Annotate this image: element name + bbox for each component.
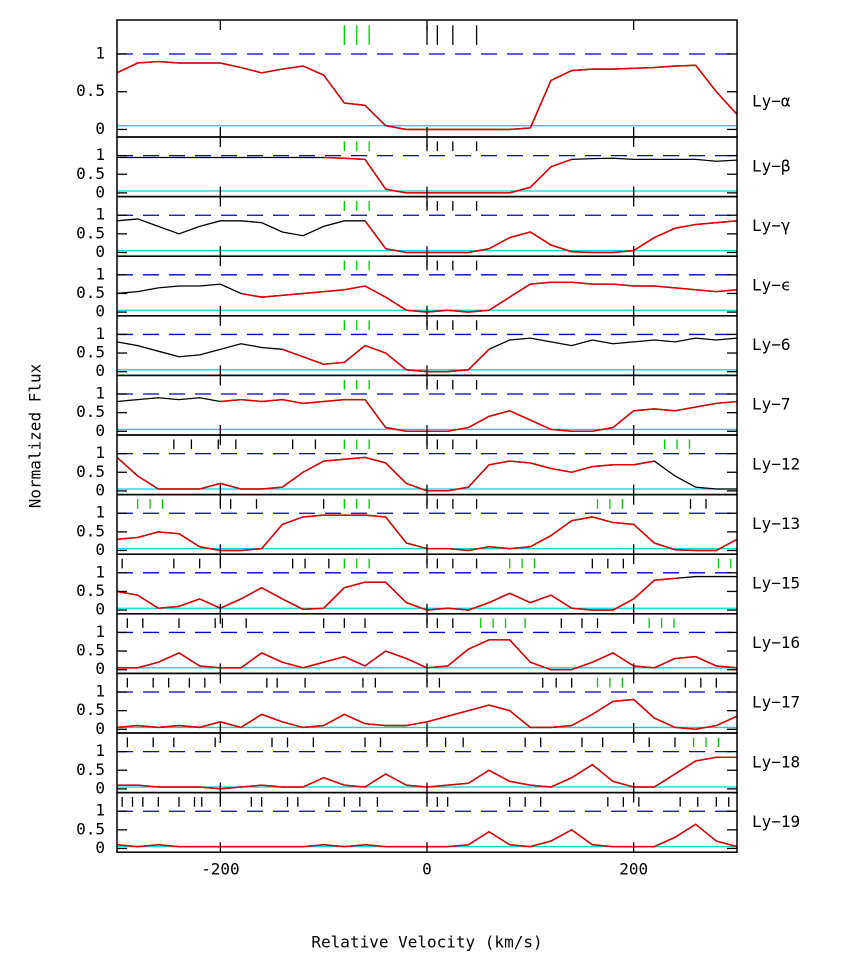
flux-data xyxy=(116,60,738,131)
model-fit xyxy=(364,220,738,254)
y-tick-label: 0 xyxy=(95,119,105,138)
y-tick-label: 1 xyxy=(95,443,105,462)
y-tick-label: 1 xyxy=(95,741,105,760)
y-tick-label: 1 xyxy=(95,801,105,820)
panel-label: Ly−13 xyxy=(752,514,800,533)
y-tick-label: 0 xyxy=(95,838,105,857)
model-fit xyxy=(240,281,738,313)
y-tick-label: 1 xyxy=(95,503,105,522)
y-tick-label: 0.5 xyxy=(76,641,105,660)
panel-label: Ly−α xyxy=(752,92,791,111)
y-tick-label: 1 xyxy=(95,682,105,701)
y-tick-label: 0.5 xyxy=(76,81,105,100)
model-fit xyxy=(116,577,676,611)
x-tick-label: 200 xyxy=(619,860,648,879)
model-fit xyxy=(323,156,572,194)
y-tick-label: 0.5 xyxy=(76,819,105,838)
y-tick-label: 0.5 xyxy=(76,223,105,242)
panel-label: Ly−18 xyxy=(752,752,800,771)
panel-label: Ly−19 xyxy=(752,812,800,831)
y-tick-label: 0.5 xyxy=(76,164,105,183)
model-fit xyxy=(116,456,655,492)
y-tick-label: 1 xyxy=(95,324,105,343)
y-tick-label: 0.5 xyxy=(76,283,105,302)
y-tick-label: 0 xyxy=(95,778,105,797)
y-tick-label: 1 xyxy=(95,264,105,283)
y-axis-label: Normalized Flux xyxy=(26,363,45,508)
y-tick-label: 0.5 xyxy=(76,343,105,362)
x-axis-label: Relative Velocity (km/s) xyxy=(311,933,542,952)
model-fit xyxy=(116,60,738,131)
panel-label: Ly−β xyxy=(752,156,791,175)
model-fit xyxy=(282,344,490,373)
panel-label: Ly−6 xyxy=(752,335,791,354)
y-tick-label: 0.5 xyxy=(76,581,105,600)
model-fit xyxy=(116,698,738,731)
y-tick-label: 0 xyxy=(95,719,105,738)
x-tick-label: 0 xyxy=(422,860,432,879)
y-tick-label: 1 xyxy=(95,205,105,224)
panel-label: Ly−17 xyxy=(752,693,800,712)
y-tick-label: 1 xyxy=(95,145,105,164)
panel-label: Ly−γ xyxy=(752,216,791,235)
y-tick-label: 0 xyxy=(95,659,105,678)
y-tick-label: 1 xyxy=(95,562,105,581)
y-tick-label: 1 xyxy=(95,622,105,641)
y-tick-label: 0.5 xyxy=(76,700,105,719)
y-tick-label: 0 xyxy=(95,302,105,321)
y-tick-label: 0 xyxy=(95,480,105,499)
y-tick-label: 1 xyxy=(95,384,105,403)
panel-label: Ly−16 xyxy=(752,633,800,652)
y-tick-label: 0 xyxy=(95,361,105,380)
panel-label: Ly−15 xyxy=(752,574,800,593)
x-tick-label: -200 xyxy=(201,860,240,879)
y-tick-label: 0.5 xyxy=(76,760,105,779)
y-tick-label: 0.5 xyxy=(76,521,105,540)
y-tick-label: 1 xyxy=(95,43,105,62)
panel-label: Ly−ϵ xyxy=(752,276,791,295)
y-tick-label: 0 xyxy=(95,421,105,440)
model-fit xyxy=(220,398,738,433)
panel-label: Ly−12 xyxy=(752,454,800,473)
y-tick-label: 0 xyxy=(95,182,105,201)
panel-label: Ly−7 xyxy=(752,395,791,414)
y-tick-label: 0 xyxy=(95,242,105,261)
y-tick-label: 0 xyxy=(95,540,105,559)
y-tick-label: 0.5 xyxy=(76,462,105,481)
y-tick-label: 0.5 xyxy=(76,402,105,421)
y-tick-label: 0 xyxy=(95,600,105,619)
